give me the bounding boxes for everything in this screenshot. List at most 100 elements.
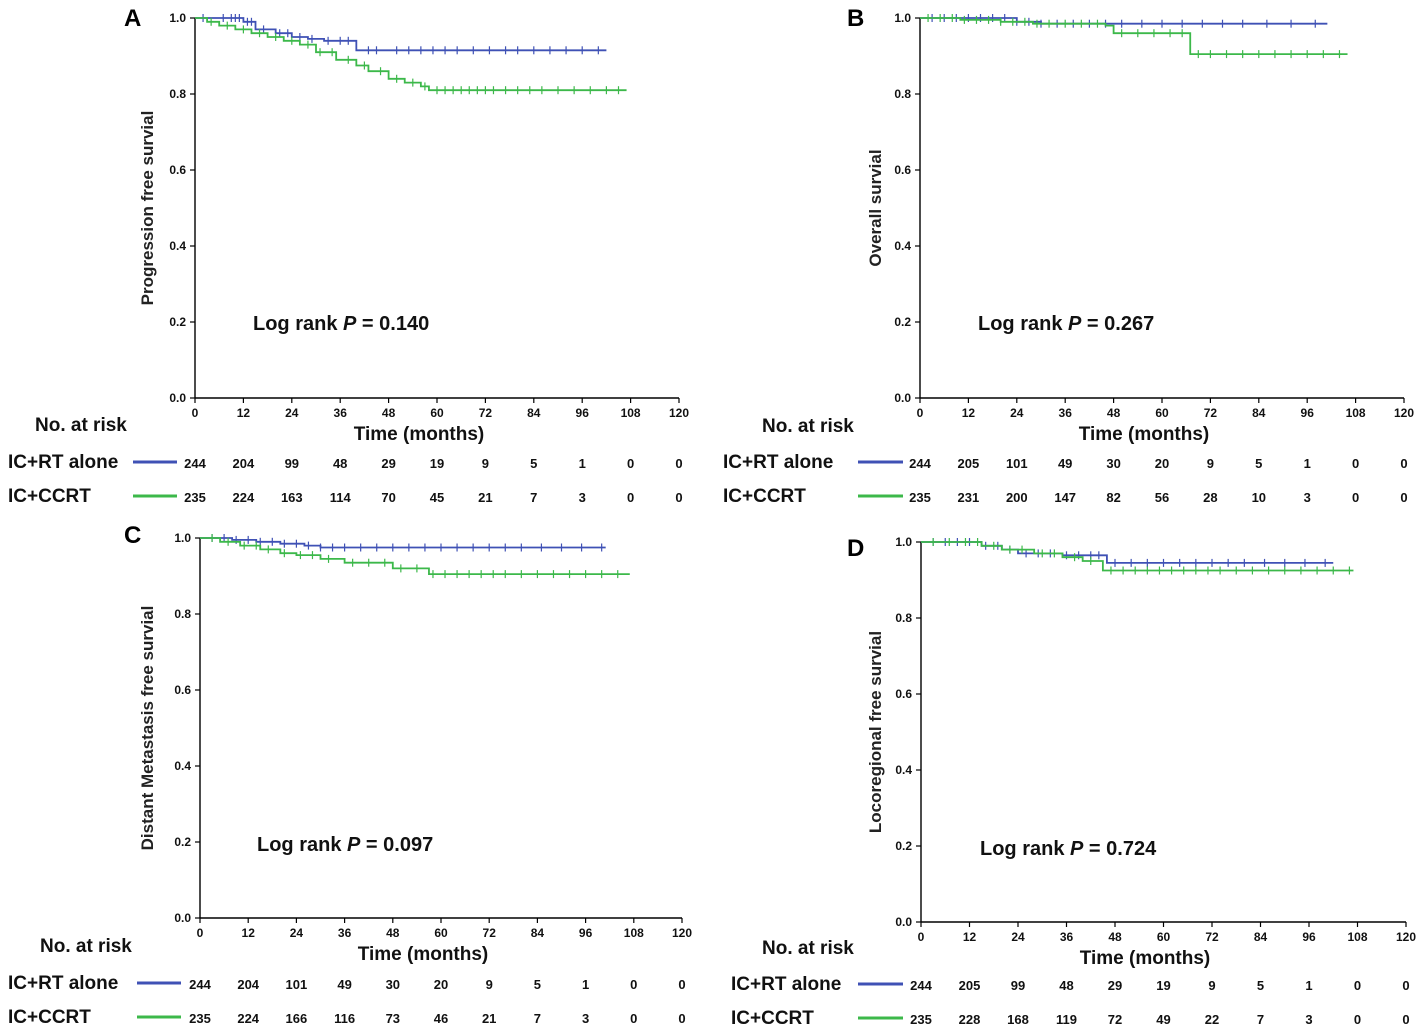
risk-count: 70 — [381, 490, 395, 505]
x-tick-label: 96 — [579, 926, 593, 940]
risk-count: 0 — [675, 490, 682, 505]
y-axis-label: Overall survial — [866, 149, 885, 266]
risk-count: 45 — [430, 490, 444, 505]
risk-count: 224 — [233, 490, 255, 505]
risk-count: 0 — [678, 977, 685, 992]
log-rank-p-symbol: P — [1068, 313, 1082, 335]
risk-count: 0 — [630, 1011, 637, 1026]
risk-count: 3 — [1304, 490, 1311, 505]
risk-count: 9 — [1207, 456, 1214, 471]
x-tick-label: 0 — [918, 930, 925, 944]
risk-count: 3 — [582, 1011, 589, 1026]
x-tick-label: 36 — [338, 926, 352, 940]
x-tick-label: 24 — [290, 926, 304, 940]
risk-count: 19 — [1156, 978, 1170, 993]
log-rank-text: Log rank P = 0.267 — [978, 313, 1154, 335]
risk-row-name-ic-rt-alone: IC+RT alone — [723, 452, 833, 473]
risk-count: 20 — [1155, 456, 1169, 471]
risk-count: 82 — [1106, 490, 1120, 505]
risk-count: 0 — [678, 1011, 685, 1026]
panel-c: C0.00.20.40.60.81.00 12 24 36 48 60 72 84 96 108 1… — [8, 522, 692, 1027]
risk-count: 244 — [189, 977, 211, 992]
x-tick-label: 24 — [1011, 930, 1025, 944]
curve-ic-ccrt — [195, 17, 627, 92]
risk-count: 21 — [478, 490, 492, 505]
curve-ic-ccrt — [920, 17, 1348, 55]
y-tick-label: 0.4 — [894, 239, 911, 253]
risk-count: 228 — [959, 1012, 981, 1027]
x-tick-label: 24 — [285, 406, 299, 420]
risk-count: 204 — [233, 456, 255, 471]
risk-count: 163 — [281, 490, 303, 505]
log-rank-p-symbol: P — [343, 313, 357, 335]
x-tick-label: 84 — [527, 406, 541, 420]
x-tick-label: 84 — [1254, 930, 1268, 944]
risk-count: 231 — [958, 490, 980, 505]
risk-count: 147 — [1054, 490, 1076, 505]
x-tick-label: 48 — [1107, 406, 1121, 420]
risk-count: 29 — [381, 456, 395, 471]
risk-count: 0 — [1400, 456, 1407, 471]
x-tick-label: 72 — [483, 926, 497, 940]
y-tick-label: 0.6 — [174, 683, 191, 697]
log-rank-value: = 0.724 — [1083, 838, 1157, 860]
risk-count: 9 — [482, 456, 489, 471]
x-axis-label: Time (months) — [1080, 948, 1211, 969]
risk-count: 168 — [1007, 1012, 1029, 1027]
risk-count: 101 — [286, 977, 308, 992]
risk-count: 3 — [579, 490, 586, 505]
y-tick-label: 0.6 — [895, 687, 912, 701]
log-rank-text: Log rank P = 0.724 — [980, 838, 1157, 860]
risk-count: 116 — [334, 1011, 355, 1026]
risk-count: 1 — [579, 456, 586, 471]
y-tick-label: 1.0 — [895, 535, 912, 549]
risk-count: 22 — [1205, 1012, 1219, 1027]
x-tick-label: 72 — [1204, 406, 1218, 420]
y-tick-label: 0.2 — [895, 839, 912, 853]
risk-table-title: No. at risk — [762, 416, 854, 437]
risk-count: 5 — [1255, 456, 1262, 471]
x-tick-label: 0 — [917, 406, 924, 420]
x-tick-label: 36 — [1059, 406, 1073, 420]
risk-row-name-ic-rt-alone: IC+RT alone — [731, 974, 841, 995]
y-tick-label: 0.4 — [174, 759, 191, 773]
y-tick-label: 0.0 — [174, 911, 191, 925]
x-tick-label: 48 — [386, 926, 400, 940]
x-tick-label: 72 — [1205, 930, 1219, 944]
y-tick-label: 0.8 — [894, 87, 911, 101]
x-tick-label: 96 — [576, 406, 590, 420]
risk-count: 166 — [286, 1011, 308, 1026]
y-axis-label: Distant Metastasis free survial — [138, 606, 157, 851]
panel-a: A0.00.20.40.60.81.00 12 24 36 48 60 72 84 96 108 1… — [8, 5, 689, 507]
risk-row-name-ic-ccrt: IC+CCRT — [723, 486, 806, 507]
risk-count: 224 — [237, 1011, 259, 1026]
y-tick-label: 1.0 — [174, 531, 191, 545]
risk-count: 244 — [909, 456, 931, 471]
risk-count: 99 — [285, 456, 299, 471]
x-axis-label: Time (months) — [354, 424, 485, 445]
risk-count: 49 — [1156, 1012, 1170, 1027]
x-tick-label: 12 — [963, 930, 977, 944]
x-tick-label: 96 — [1301, 406, 1315, 420]
x-tick-label: 108 — [1347, 930, 1367, 944]
panel-label: D — [847, 535, 864, 562]
risk-count: 30 — [1106, 456, 1120, 471]
risk-table-title: No. at risk — [762, 938, 854, 959]
risk-count: 0 — [1354, 978, 1361, 993]
risk-count: 28 — [1203, 490, 1217, 505]
y-tick-label: 0.0 — [169, 391, 186, 405]
x-tick-label: 36 — [1060, 930, 1074, 944]
x-tick-label: 48 — [382, 406, 396, 420]
y-tick-label: 0.2 — [169, 315, 186, 329]
risk-count: 48 — [1059, 978, 1073, 993]
log-rank-prefix: Log rank — [980, 838, 1070, 860]
risk-count: 0 — [627, 490, 634, 505]
risk-count: 0 — [630, 977, 637, 992]
risk-count: 30 — [386, 977, 400, 992]
x-axis-label: Time (months) — [358, 944, 489, 965]
log-rank-value: = 0.097 — [360, 834, 433, 856]
x-tick-label: 36 — [334, 406, 348, 420]
risk-count: 1 — [1305, 978, 1312, 993]
risk-count: 244 — [184, 456, 206, 471]
